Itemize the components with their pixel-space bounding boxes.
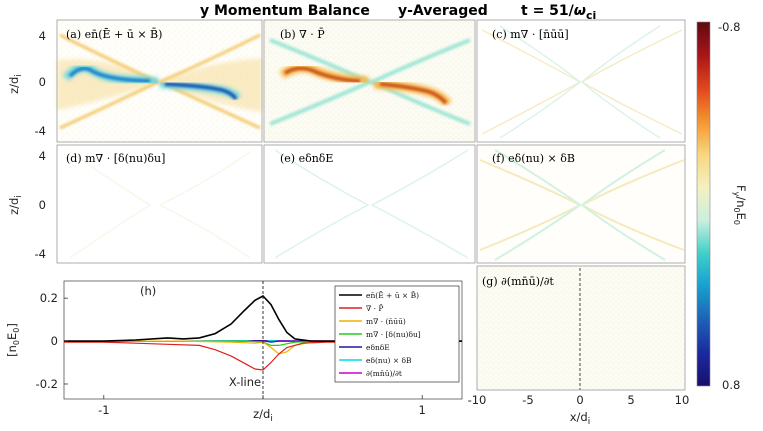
xtick-label: -1 — [98, 403, 109, 417]
panel-b-field — [269, 38, 471, 126]
x-tick-0: 0 — [576, 393, 583, 407]
z-tick-top-4: 4 — [39, 29, 46, 43]
z-tick-top-0: 0 — [39, 75, 46, 89]
xtick-label: 1 — [419, 403, 426, 417]
panel-f — [477, 145, 685, 263]
panel-label-f: (f) eδ(nu) × δB — [492, 152, 575, 165]
ytick-label: -0.2 — [36, 377, 58, 391]
z-axis-title-mid: z/di — [7, 195, 24, 215]
z-axis-title-top: z/di — [7, 74, 24, 94]
colorbar — [696, 21, 711, 387]
panel-e-field — [274, 149, 469, 259]
colorbar-title: Fy/n0E0 — [732, 185, 748, 225]
series-line-2 — [64, 340, 462, 355]
z-tick-mid-4: 4 — [39, 149, 46, 163]
panel-frames — [56, 19, 686, 391]
panel-label-c: (c) m∇ · [n̄ūū] — [492, 28, 569, 41]
x-tick-m5: -5 — [522, 393, 533, 407]
z-tick-mid-m4: -4 — [35, 247, 46, 261]
title-left: y Momentum Balance — [200, 3, 370, 19]
x-tick-m10: -10 — [468, 393, 487, 407]
panel-c — [477, 20, 685, 142]
panel-c-field — [481, 25, 683, 139]
panel-d-field — [69, 151, 251, 259]
plot-h-ylabel: [n0E0] — [5, 323, 21, 357]
z-tick-mid-0: 0 — [39, 198, 46, 212]
colorbar-bottom-label: 0.8 — [722, 378, 740, 392]
plot-h-title: (h) — [140, 284, 156, 298]
legend-entry: m∇ · (n̄ūū) — [366, 317, 406, 326]
legend-entry: ∂(mn̄ū)/∂t — [366, 369, 402, 378]
panel-label-d: (d) m∇ · [δ(nu)δu] — [66, 152, 165, 165]
ytick-label: 0 — [51, 334, 58, 348]
plot-h-legend: en̄(Ē + ū × B̄) ∇ · P̄ m∇ · (n̄ūū) m∇ · [δ(… — [334, 285, 460, 383]
xline-label: X-line — [229, 375, 261, 389]
legend-entry: eδnδE — [366, 343, 390, 352]
x-tick-10: 10 — [675, 393, 690, 407]
title-time: t = 51/ωci — [521, 3, 596, 22]
panel-label-e: (e) eδnδE — [280, 152, 333, 165]
plot-h-xlabel: z/di — [253, 407, 273, 424]
panel-label-g: (g) ∂(mn̄ū)/∂t — [482, 275, 554, 288]
legend-entry: ∇ · P̄ — [366, 304, 383, 313]
panel-label-a: (a) en̄(Ē + ū × B̄) — [66, 28, 162, 41]
panel-f-field — [479, 149, 685, 261]
line-plot-h: X-line (h) 0.2 0 -0.2 -1 1 [n0E0] z/di en̄(… — [5, 280, 463, 424]
legend-entry: en̄(Ē + ū × B̄) — [366, 291, 419, 300]
legend-entry: m∇ · [δ(nu)δu] — [366, 330, 421, 339]
legend-entry: eδ(nu) × δB — [366, 356, 412, 365]
z-tick-top-m4: -4 — [35, 124, 46, 138]
ytick-label: 0.2 — [40, 291, 58, 305]
x-axis-title: x/di — [570, 410, 591, 427]
panel-label-b: (b) ∇ · P̄ — [280, 28, 325, 41]
panel-g — [477, 266, 685, 390]
panel-a-field — [57, 33, 262, 130]
title-middle: y-Averaged — [398, 3, 488, 19]
colorbar-top-label: -0.8 — [718, 20, 740, 34]
x-tick-5: 5 — [627, 393, 634, 407]
